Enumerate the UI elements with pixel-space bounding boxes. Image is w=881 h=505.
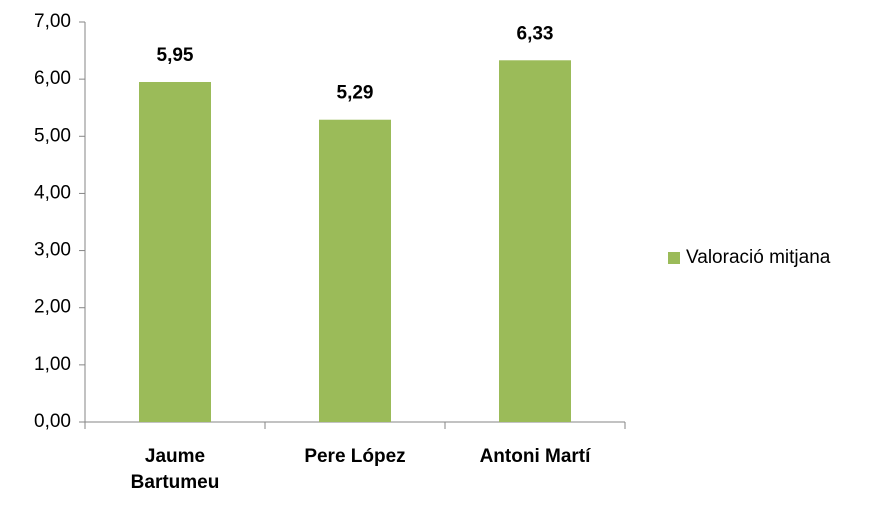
y-tick-label: 7,00 [34, 11, 71, 32]
x-tick-label: Antoni Martí [479, 446, 591, 467]
data-label: 5,95 [157, 45, 194, 66]
x-tick-label: Pere López [304, 446, 406, 467]
legend-label: Valoració mitjana [686, 247, 831, 268]
y-tick-label: 5,00 [34, 125, 71, 146]
legend-swatch [668, 252, 680, 264]
y-tick-label: 2,00 [34, 297, 71, 318]
y-tick-label: 0,00 [34, 411, 71, 432]
y-tick-label: 4,00 [34, 182, 71, 203]
bar [499, 60, 571, 423]
data-label: 5,29 [337, 83, 374, 104]
y-tick-label: 6,00 [34, 68, 71, 89]
y-tick-label: 1,00 [34, 354, 71, 375]
data-label: 6,33 [517, 23, 554, 44]
x-tick-label: Jaume Bartumeu [130, 446, 220, 493]
bar [139, 82, 211, 422]
y-tick-label: 3,00 [34, 240, 71, 261]
bar [319, 119, 391, 422]
